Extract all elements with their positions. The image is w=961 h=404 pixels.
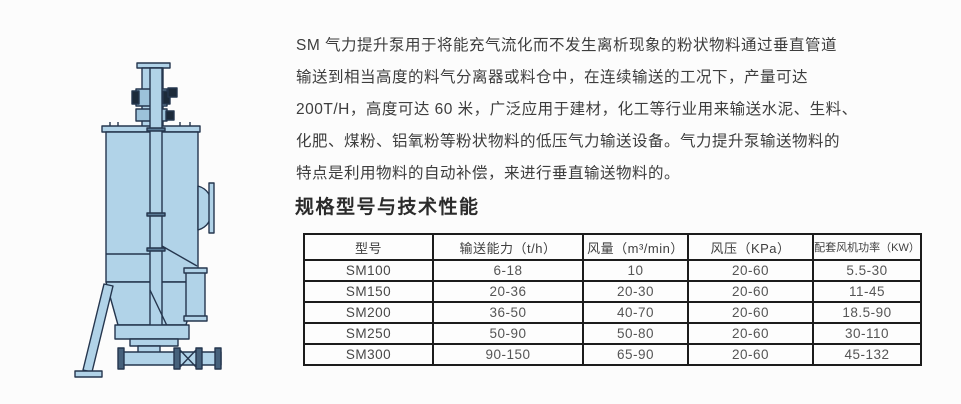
- cell-air-volume: 40-70: [582, 301, 689, 324]
- description-line: 200T/H，高度可达 60 米，广泛应用于建材，化工等行业用来输送水泥、生料、: [296, 101, 858, 118]
- description-line: SM 气力提升泵用于将能充气流化而不发生离析现象的粉状物料通过垂直管道: [296, 37, 838, 54]
- pump-diagram-icon: [74, 62, 222, 378]
- header-air-volume: 风量（m³/min）: [582, 233, 689, 261]
- cell-air-volume: 20-30: [582, 280, 689, 303]
- cell-fan-power: 18.5-90: [812, 301, 922, 324]
- cell-model: SM300: [303, 343, 434, 366]
- cell-air-pressure: 20-60: [687, 343, 814, 366]
- header-fan-power: 配套风机功率（KW）: [812, 233, 922, 261]
- header-model: 型号: [303, 233, 434, 261]
- cell-fan-power: 5.5-30: [812, 259, 922, 282]
- table-header-row: 型号 输送能力（t/h） 风量（m³/min） 风压（KPa） 配套风机功率（K…: [303, 233, 922, 261]
- cell-air-volume: 10: [582, 259, 689, 282]
- description-line: 特点是利用物料的自动补偿，来进行垂直输送物料的。: [296, 165, 681, 182]
- cell-capacity: 90-150: [432, 343, 584, 366]
- table-row: SM300 90-150 65-90 20-60 45-132: [303, 343, 922, 366]
- cell-capacity: 20-36: [432, 280, 584, 303]
- table-row: SM150 20-36 20-30 20-60 11-45: [303, 280, 922, 303]
- table-row: SM200 36-50 40-70 20-60 18.5-90: [303, 301, 922, 324]
- cell-fan-power: 45-132: [812, 343, 922, 366]
- cell-model: SM200: [303, 301, 434, 324]
- cell-air-pressure: 20-60: [687, 280, 814, 303]
- cell-model: SM150: [303, 280, 434, 303]
- product-description: SM 气力提升泵用于将能充气流化而不发生离析现象的粉状物料通过垂直管道 输送到相…: [296, 30, 912, 190]
- cell-capacity: 36-50: [432, 301, 584, 324]
- cell-air-volume: 65-90: [582, 343, 689, 366]
- description-line: 输送到相当高度的料气分离器或料仓中，在连续输送的工况下，产量可达: [296, 69, 809, 86]
- cell-air-pressure: 20-60: [687, 301, 814, 324]
- cell-air-pressure: 20-60: [687, 322, 814, 345]
- section-title: 规格型号与技术性能: [295, 197, 480, 218]
- cell-fan-power: 11-45: [812, 280, 922, 303]
- cell-capacity: 6-18: [432, 259, 584, 282]
- cell-model: SM100: [303, 259, 434, 282]
- cell-air-pressure: 20-60: [687, 259, 814, 282]
- header-air-pressure: 风压（KPa）: [687, 233, 814, 261]
- cell-fan-power: 30-110: [812, 322, 922, 345]
- table-row: SM250 50-90 50-80 20-60 30-110: [303, 322, 922, 345]
- header-capacity: 输送能力（t/h）: [432, 233, 584, 261]
- description-line: 化肥、煤粉、铝氧粉等粉状物料的低压气力输送设备。气力提升泵输送物料的: [296, 133, 841, 150]
- cell-air-volume: 50-80: [582, 322, 689, 345]
- table-row: SM100 6-18 10 20-60 5.5-30: [303, 259, 922, 282]
- cell-model: SM250: [303, 322, 434, 345]
- spec-table: 型号 输送能力（t/h） 风量（m³/min） 风压（KPa） 配套风机功率（K…: [303, 233, 922, 366]
- cell-capacity: 50-90: [432, 322, 584, 345]
